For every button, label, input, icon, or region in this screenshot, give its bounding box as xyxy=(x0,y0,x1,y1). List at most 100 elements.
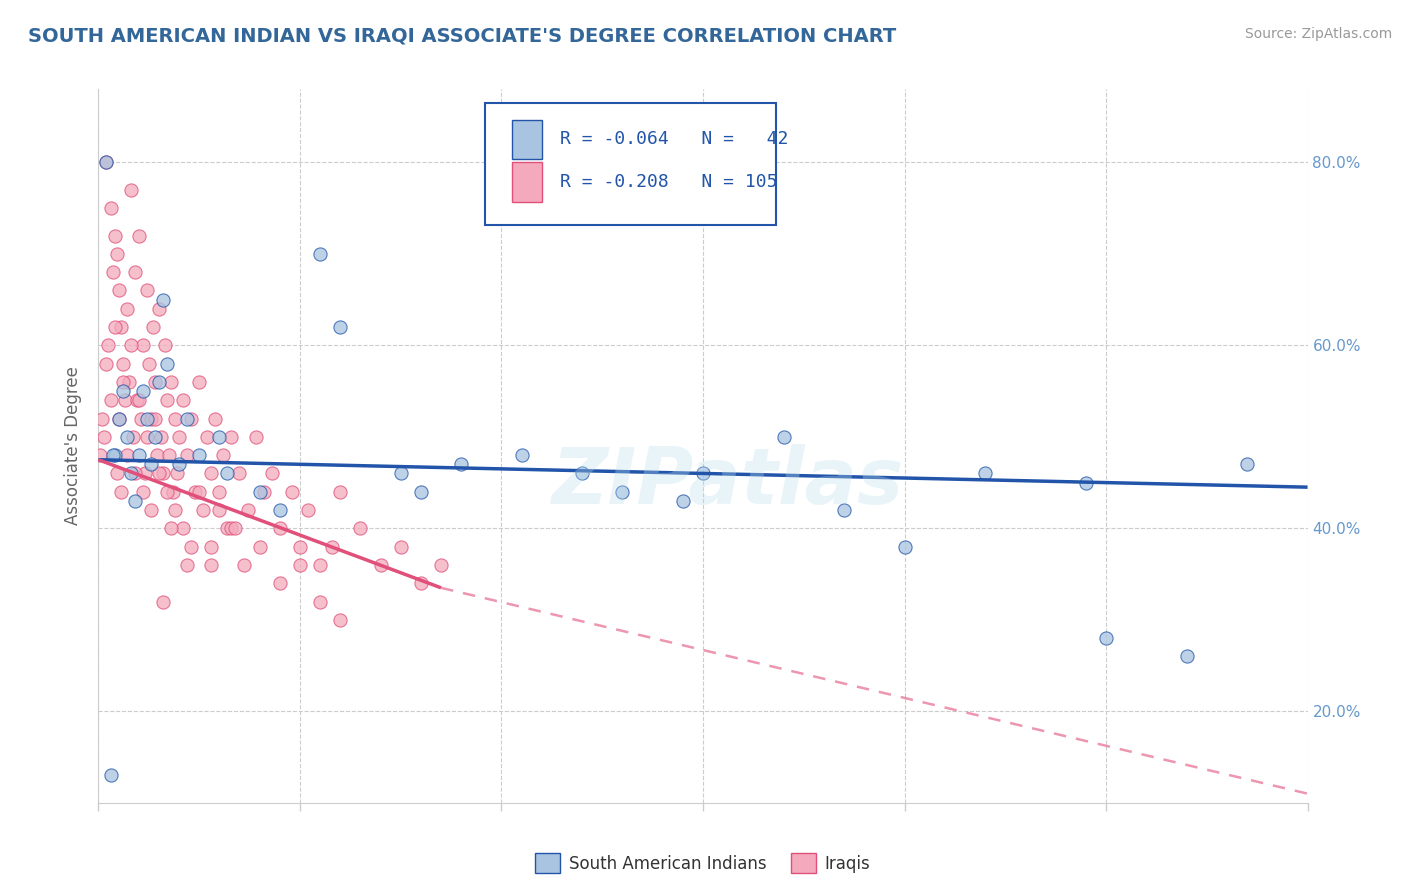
Point xyxy=(96,155,118,169)
Point xyxy=(167,458,190,472)
Point xyxy=(236,503,259,517)
Point xyxy=(148,301,170,316)
Point xyxy=(115,430,138,444)
Point xyxy=(349,521,371,535)
Point xyxy=(430,558,453,572)
Point xyxy=(128,228,150,243)
Point xyxy=(269,576,291,591)
Point xyxy=(309,247,332,261)
Point xyxy=(120,338,142,352)
Point xyxy=(772,430,794,444)
Point xyxy=(143,375,166,389)
Point xyxy=(152,293,174,307)
Point xyxy=(156,393,179,408)
Point xyxy=(288,540,311,554)
Point xyxy=(146,448,169,462)
Point xyxy=(115,448,138,462)
Point xyxy=(114,393,136,408)
Point xyxy=(103,228,125,243)
Point xyxy=(228,467,250,481)
Point xyxy=(180,411,202,425)
Point xyxy=(249,540,271,554)
Point xyxy=(1175,649,1198,664)
Point xyxy=(166,467,188,481)
Point xyxy=(93,430,115,444)
Point xyxy=(160,375,183,389)
Point xyxy=(128,393,150,408)
Point xyxy=(160,521,183,535)
Point xyxy=(184,484,207,499)
Point xyxy=(208,503,231,517)
Point xyxy=(132,338,155,352)
Text: SOUTH AMERICAN INDIAN VS IRAQI ASSOCIATE'S DEGREE CORRELATION CHART: SOUTH AMERICAN INDIAN VS IRAQI ASSOCIATE… xyxy=(28,27,897,45)
Point xyxy=(510,448,533,462)
Point xyxy=(245,430,267,444)
Point xyxy=(208,484,231,499)
Point xyxy=(124,265,146,279)
Point xyxy=(180,540,202,554)
Point xyxy=(309,594,332,608)
Point xyxy=(101,265,124,279)
Point xyxy=(217,521,239,535)
Point xyxy=(176,558,198,572)
Point xyxy=(148,467,170,481)
Point xyxy=(409,484,432,499)
Point xyxy=(105,467,128,481)
Point xyxy=(193,503,215,517)
Point xyxy=(204,411,226,425)
Point xyxy=(148,375,170,389)
Point xyxy=(329,320,352,334)
Point xyxy=(115,301,138,316)
Point xyxy=(692,467,714,481)
FancyBboxPatch shape xyxy=(485,103,776,225)
Point xyxy=(200,558,222,572)
Point xyxy=(260,467,283,481)
Point xyxy=(1074,475,1097,490)
Point xyxy=(156,484,179,499)
Point xyxy=(612,484,634,499)
Point xyxy=(200,467,222,481)
Point xyxy=(107,411,129,425)
Point xyxy=(135,430,157,444)
Point xyxy=(249,484,271,499)
Point xyxy=(321,540,343,554)
Point xyxy=(124,467,146,481)
Point xyxy=(188,375,211,389)
Point xyxy=(672,494,695,508)
Point xyxy=(297,503,319,517)
Point xyxy=(91,411,114,425)
Point xyxy=(111,384,134,398)
Point xyxy=(329,484,352,499)
Text: R = -0.064   N =   42: R = -0.064 N = 42 xyxy=(561,130,789,148)
Point xyxy=(139,411,162,425)
Point xyxy=(212,448,235,462)
Point xyxy=(143,430,166,444)
Point xyxy=(172,521,194,535)
Point xyxy=(96,155,118,169)
Point xyxy=(89,448,111,462)
Point xyxy=(974,467,997,481)
Point xyxy=(224,521,246,535)
Point xyxy=(135,411,157,425)
Text: R = -0.208   N = 105: R = -0.208 N = 105 xyxy=(561,173,778,191)
Point xyxy=(124,494,146,508)
Point xyxy=(893,540,915,554)
Point xyxy=(571,467,593,481)
Point xyxy=(176,448,198,462)
Point xyxy=(200,540,222,554)
Point xyxy=(370,558,392,572)
Point xyxy=(139,458,162,472)
Point xyxy=(107,411,129,425)
Point xyxy=(120,183,142,197)
Point xyxy=(162,484,184,499)
Point xyxy=(118,375,141,389)
Point xyxy=(132,484,155,499)
Point xyxy=(97,338,120,352)
Point xyxy=(188,484,211,499)
Point xyxy=(167,430,190,444)
Point xyxy=(188,448,211,462)
Point xyxy=(253,484,276,499)
Point xyxy=(142,320,165,334)
Point xyxy=(1095,631,1118,645)
Point xyxy=(157,448,180,462)
